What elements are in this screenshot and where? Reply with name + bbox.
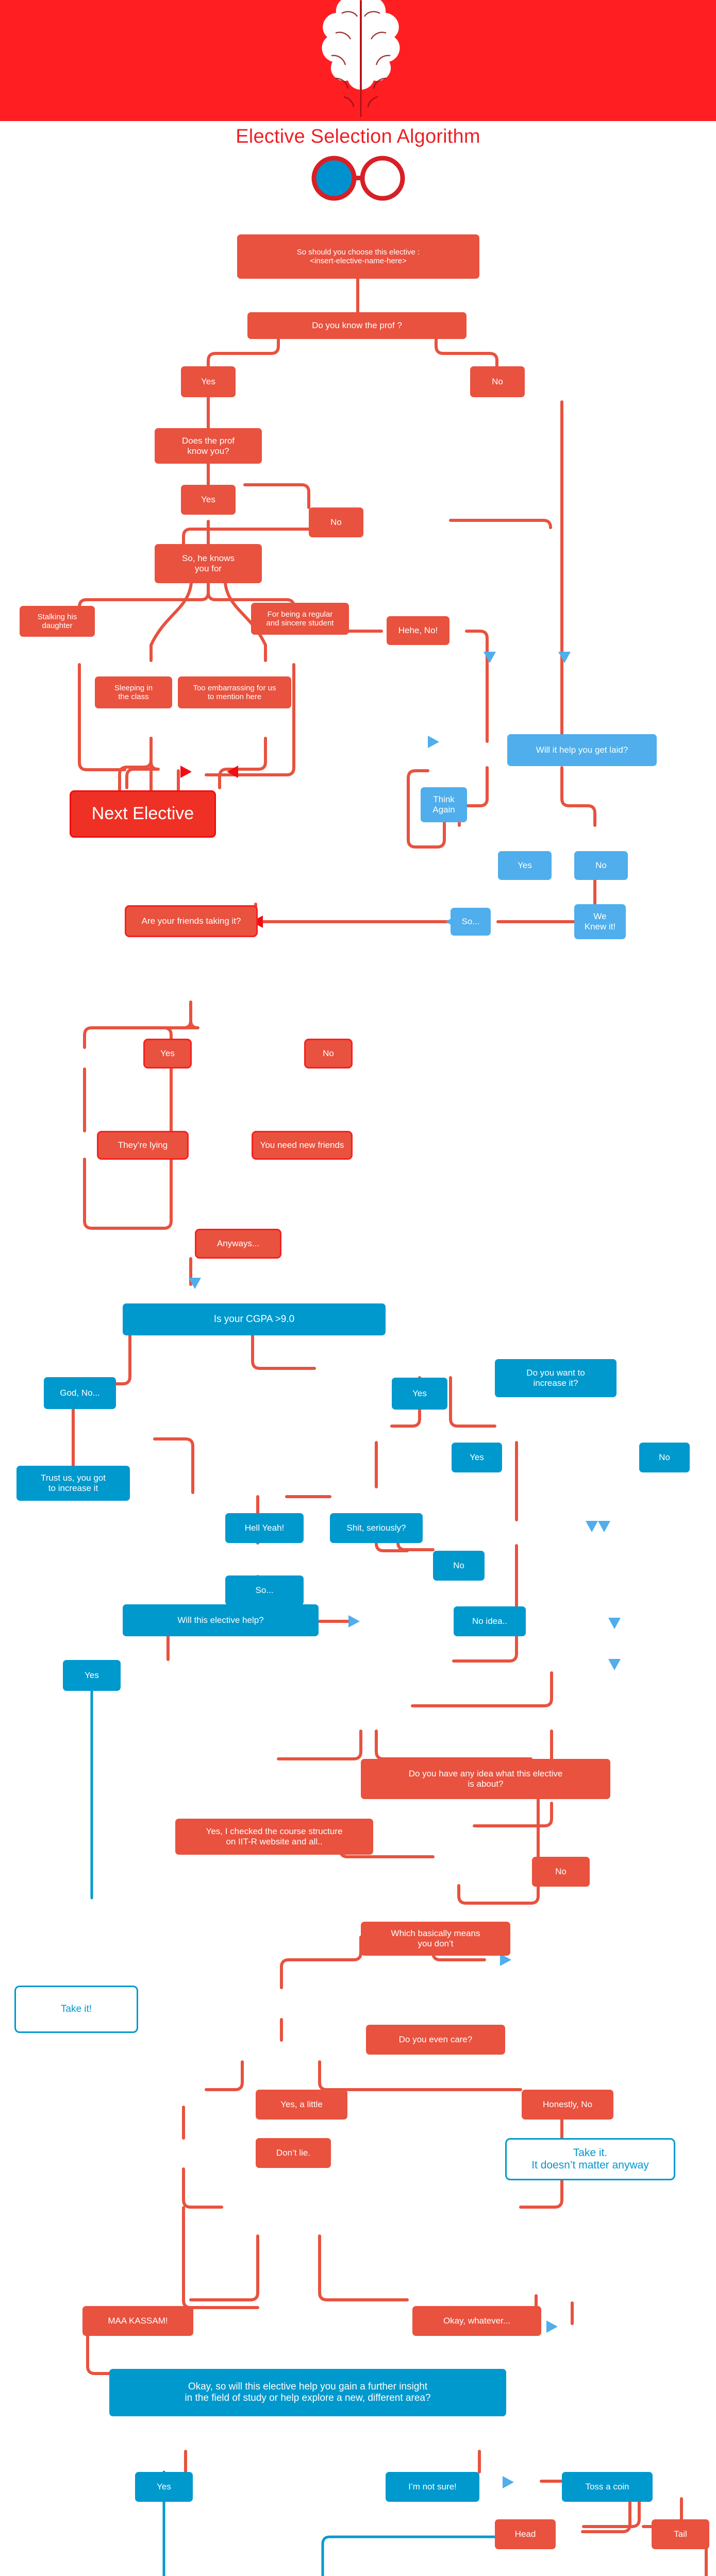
node-hehe-no[interactable]: Hehe, No! xyxy=(387,616,449,645)
node-okay-whatever[interactable]: Okay, whatever... xyxy=(412,2306,541,2336)
node-dont-lie[interactable]: Don’t lie. xyxy=(256,2138,331,2168)
node-knows-you-for[interactable]: So, he knows you for xyxy=(155,544,262,583)
node-think-again[interactable]: Think Again xyxy=(421,787,467,822)
node-no-idea[interactable]: No idea.. xyxy=(454,1606,526,1636)
node-further-insight[interactable]: Okay, so will this elective help you gai… xyxy=(109,2369,506,2416)
node-care-yes-little[interactable]: Yes, a little xyxy=(256,2090,347,2120)
node-checked-course[interactable]: Yes, I checked the course structure on II… xyxy=(175,1819,373,1855)
node-we-knew-it[interactable]: We Knew it! xyxy=(574,904,626,939)
node-laid-no[interactable]: No xyxy=(574,851,628,880)
node-trust-us[interactable]: Trust us, you got to increase it xyxy=(16,1466,130,1501)
node-maa-kassam[interactable]: MAA KASSAM! xyxy=(82,2306,193,2336)
node-regular-student[interactable]: For being a regular and sincere student xyxy=(251,603,349,635)
node-know-prof-yes[interactable]: Yes xyxy=(181,366,236,397)
node-start[interactable]: So should you choose this elective : <ins… xyxy=(237,234,479,279)
node-head[interactable]: Head xyxy=(495,2519,556,2549)
node-know-prof[interactable]: Do you know the prof ? xyxy=(247,312,467,339)
glasses-icon xyxy=(311,156,405,201)
node-shit-seriously[interactable]: Shit, seriously? xyxy=(330,1513,423,1543)
node-prof-know-you[interactable]: Does the prof know you? xyxy=(155,428,262,464)
page-title: Elective Selection Algorithm xyxy=(236,126,480,147)
node-care-honestly-no[interactable]: Honestly, No xyxy=(522,2090,613,2120)
node-will-elective-help[interactable]: Will this elective help? xyxy=(123,1604,319,1636)
node-hell-yeah[interactable]: Hell Yeah! xyxy=(225,1513,304,1543)
node-take-it-doesnt-matter[interactable]: Take it. It doesn’t matter anyway xyxy=(505,2138,675,2180)
node-increase-no[interactable]: No xyxy=(639,1443,690,1472)
node-next-elective-1[interactable]: Next Elective xyxy=(70,790,216,838)
node-so-2[interactable]: So... xyxy=(225,1575,304,1605)
node-sleeping-class[interactable]: Sleeping in the class xyxy=(95,676,172,708)
node-seriously-no[interactable]: No xyxy=(433,1551,485,1581)
node-laid-yes[interactable]: Yes xyxy=(498,851,552,880)
node-tail[interactable]: Tail xyxy=(652,2519,709,2549)
node-too-embarrassing[interactable]: Too embarrassing for us to mention here xyxy=(178,676,291,708)
node-do-you-care[interactable]: Do you even care? xyxy=(366,2025,505,2055)
node-idea-no[interactable]: No xyxy=(532,1857,590,1887)
node-prof-know-yes[interactable]: Yes xyxy=(181,485,236,515)
node-help-get-laid[interactable]: Will it help you get laid? xyxy=(507,734,657,766)
node-anyways[interactable]: Anyways... xyxy=(195,1229,281,1259)
node-so-1[interactable]: So... xyxy=(451,908,491,936)
node-friends-no[interactable]: No xyxy=(304,1039,353,1069)
node-toss-coin[interactable]: Toss a coin xyxy=(562,2472,653,2502)
node-theyre-lying[interactable]: They’re lying xyxy=(97,1131,189,1160)
node-insight-yes[interactable]: Yes xyxy=(135,2472,193,2502)
node-take-it-1[interactable]: Take it! xyxy=(14,1986,138,2033)
node-basically-means[interactable]: Which basically means you don’t xyxy=(361,1922,510,1956)
node-cgpa-god-no[interactable]: God, No... xyxy=(44,1377,116,1409)
node-friends-yes[interactable]: Yes xyxy=(143,1039,192,1069)
brain-icon xyxy=(322,0,400,117)
node-cgpa-yes[interactable]: Yes xyxy=(392,1378,447,1410)
node-increase-yes[interactable]: Yes xyxy=(452,1443,502,1472)
node-friends-taking[interactable]: Are your friends taking it? xyxy=(125,905,258,937)
node-need-new-friends[interactable]: You need new friends xyxy=(252,1131,353,1160)
node-any-idea-about[interactable]: Do you have any idea what this elective i… xyxy=(361,1759,610,1799)
node-prof-know-no[interactable]: No xyxy=(309,507,363,537)
node-know-prof-no[interactable]: No xyxy=(470,366,525,397)
node-not-sure[interactable]: I’m not sure! xyxy=(386,2472,479,2502)
node-stalking-daughter[interactable]: Stalking his daughter xyxy=(20,606,95,637)
node-cgpa[interactable]: Is your CGPA >9.0 xyxy=(123,1303,386,1335)
node-want-increase[interactable]: Do you want to increase it? xyxy=(495,1359,617,1397)
node-help-yes[interactable]: Yes xyxy=(63,1660,121,1691)
